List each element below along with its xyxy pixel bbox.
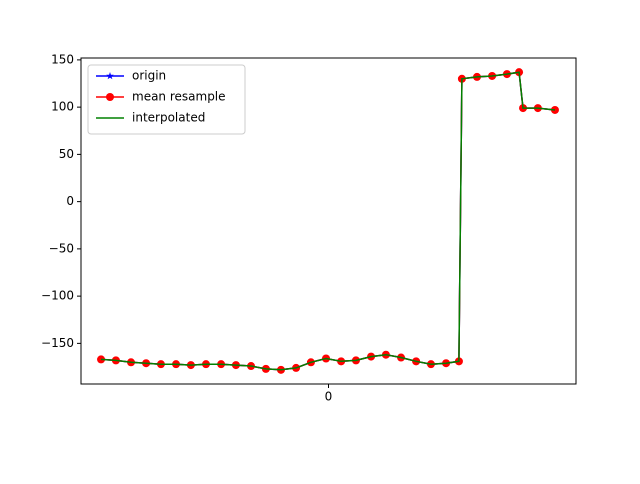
legend-box [87,64,246,135]
y-tick-label: −50 [49,241,74,255]
series-line [100,71,556,371]
legend-label: origin [132,69,166,83]
y-tick-label: −150 [41,336,74,350]
y-tick-label: 150 [51,52,74,66]
legend-marker [106,72,114,80]
x-tick-label: 0 [325,390,333,404]
plot-frame [80,57,577,385]
legend-label: interpolated [132,111,205,125]
y-tick-label: 50 [59,147,74,161]
legend-marker [106,93,114,101]
y-tick-label: 100 [51,100,74,114]
y-tick-label: −100 [41,289,74,303]
legend-label: mean resample [132,90,226,104]
y-tick-label: 0 [66,194,74,208]
